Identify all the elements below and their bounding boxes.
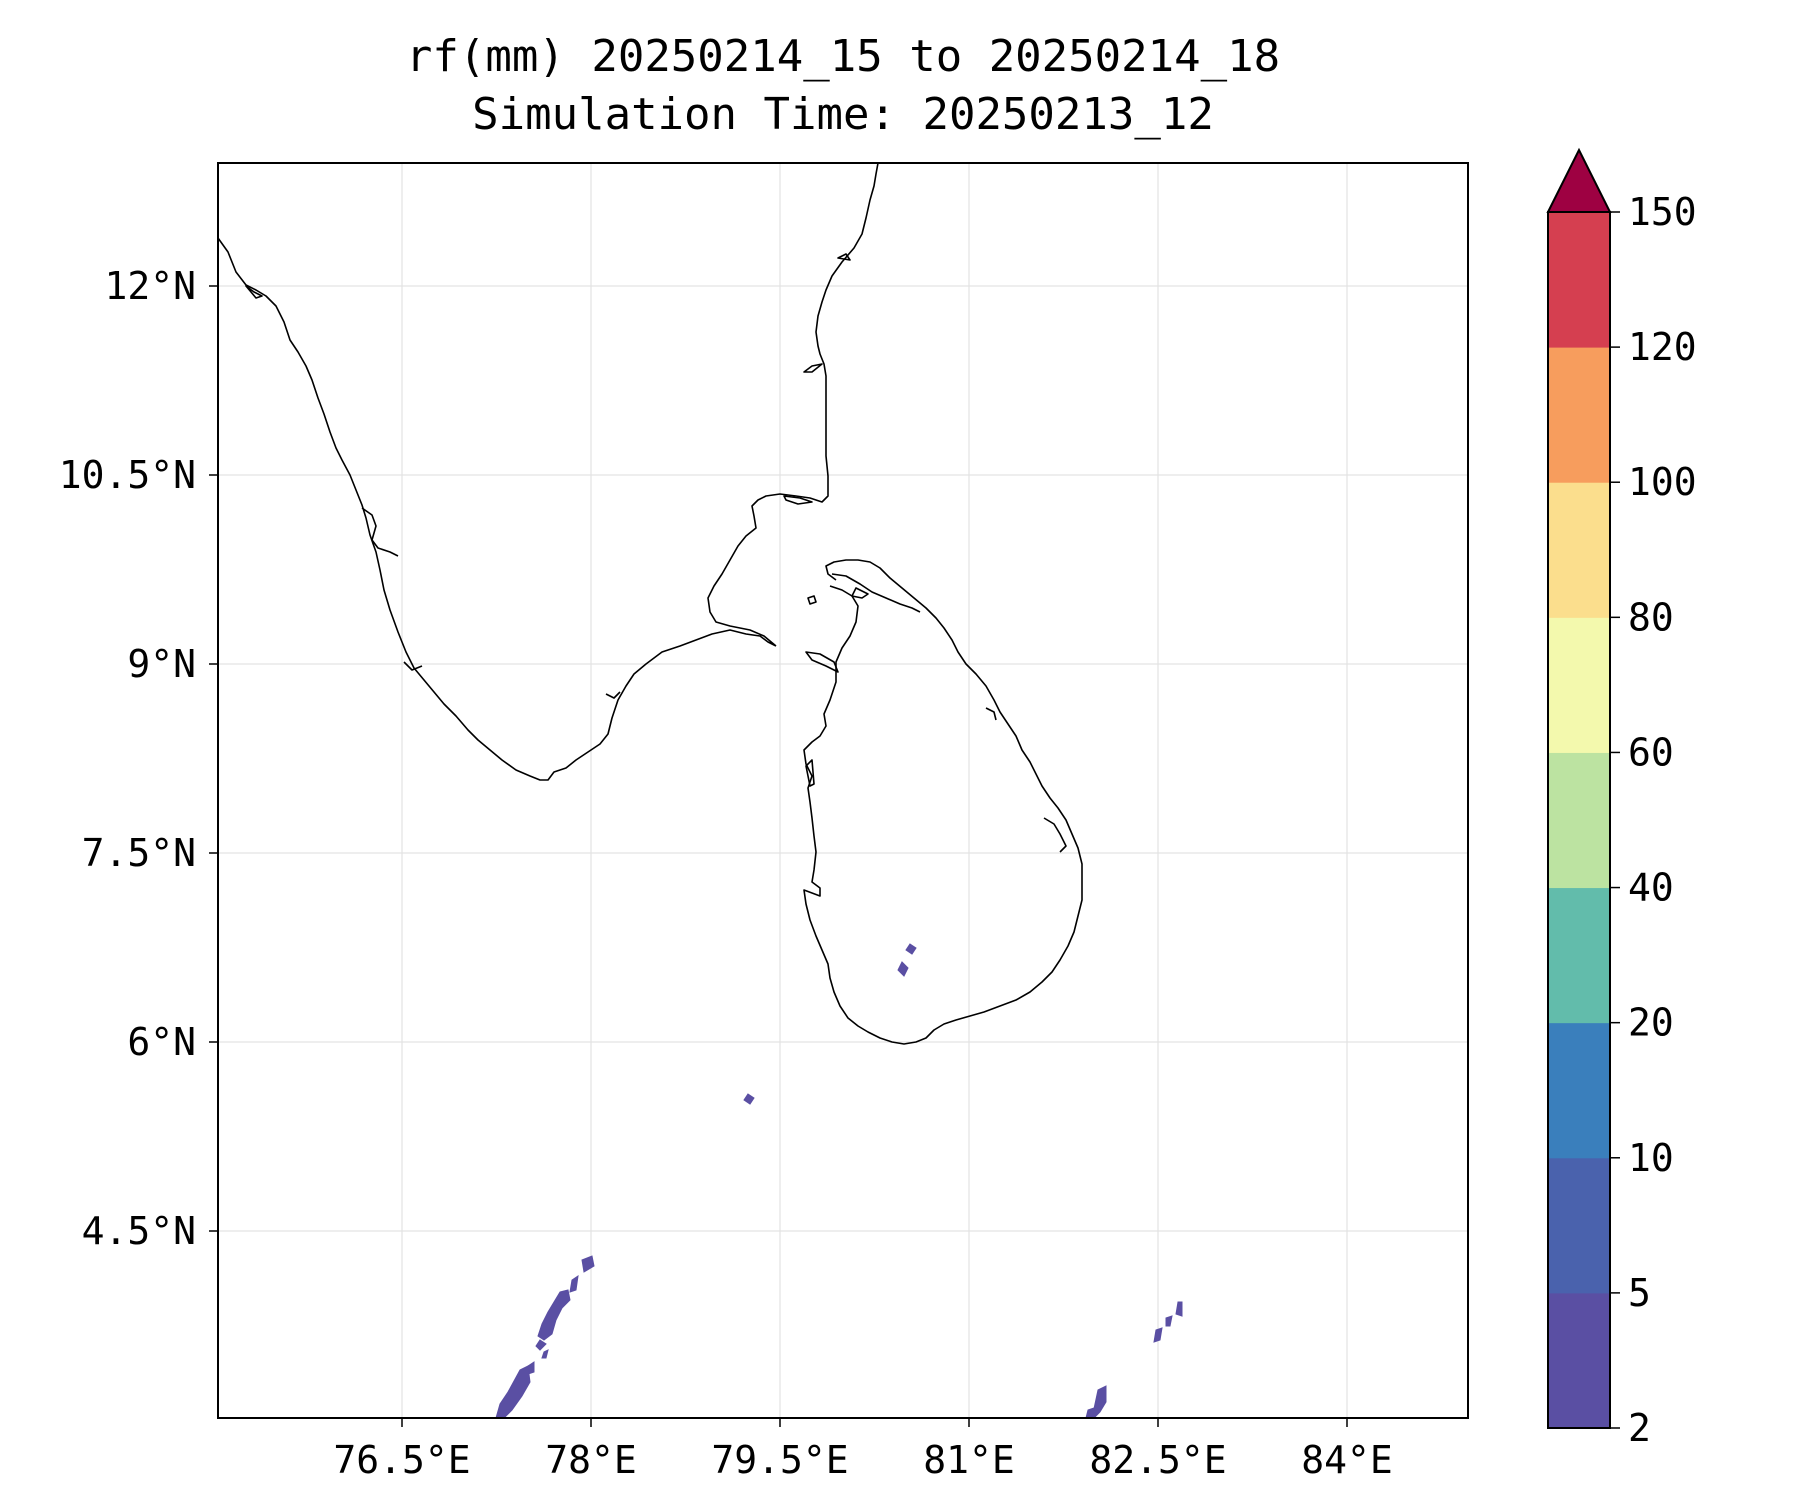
island-outline	[851, 587, 869, 599]
lat-label: 12°N	[104, 264, 196, 308]
colorbar-level-label: 10	[1628, 1136, 1674, 1180]
lat-label: 4.5°N	[82, 1209, 196, 1253]
jaffna-lagoon-coastline	[831, 573, 921, 613]
island-outline	[783, 495, 813, 505]
lon-label: 84°E	[1301, 1438, 1393, 1482]
colorbar-level-label: 80	[1628, 595, 1674, 639]
colorbar: 2 5 10 20 40 60 80 100 120 150	[1546, 147, 1697, 1450]
colorbar-segment	[1548, 1022, 1610, 1159]
rain-patch	[897, 961, 909, 977]
lat-label: 9°N	[127, 642, 196, 686]
colorbar-segment	[1548, 617, 1610, 753]
rain-patch	[495, 1365, 531, 1419]
colorbar-segment	[1548, 887, 1610, 1024]
batticaloa-lagoon-coastline	[1043, 817, 1067, 853]
island-outline	[803, 363, 823, 373]
colorbar-segment	[1548, 1292, 1610, 1429]
rain-patch	[905, 943, 917, 955]
rain-patch	[1153, 1327, 1163, 1343]
colorbar-segment	[1548, 212, 1610, 348]
kerala-lagoon-coastline	[361, 507, 399, 557]
sri-lanka-coastline	[803, 559, 1083, 1045]
india-coastline	[217, 162, 879, 781]
colorbar-segment	[1548, 482, 1610, 618]
colorbar-level-label: 120	[1628, 325, 1697, 369]
rain-patch	[569, 1274, 579, 1293]
colorbar-level-label: 100	[1628, 460, 1697, 504]
colorbar-level-label: 150	[1628, 190, 1697, 234]
rain-patch	[581, 1255, 595, 1273]
colorbar-frame	[1547, 211, 1611, 1429]
coast-inlet	[605, 691, 621, 699]
colorbar-segment	[1548, 347, 1610, 483]
island-outline	[807, 595, 817, 605]
rainfall-patches	[495, 943, 1183, 1419]
lat-label: 7.5°N	[82, 831, 196, 875]
colorbar-segment	[1548, 1157, 1610, 1294]
island-outline	[245, 285, 263, 299]
rain-patch	[1085, 1407, 1095, 1419]
axis-ticks	[209, 285, 1348, 1427]
colorbar-segment	[1548, 752, 1610, 889]
rain-patch	[541, 1349, 549, 1359]
rain-patch	[1091, 1385, 1107, 1419]
colorbar-level-label: 20	[1628, 1001, 1674, 1045]
island-outline	[805, 651, 839, 673]
lon-label: 79.5°E	[711, 1438, 848, 1482]
lon-label: 76.5°E	[333, 1438, 470, 1482]
lat-label: 6°N	[127, 1020, 196, 1064]
lon-label: 82.5°E	[1089, 1438, 1226, 1482]
island-outline	[837, 253, 851, 261]
lat-label: 10.5°N	[59, 453, 196, 497]
lon-label: 81°E	[923, 1438, 1015, 1482]
colorbar-level-label: 2	[1628, 1406, 1651, 1450]
title-line-2: Simulation Time: 20250213_12	[472, 89, 1214, 140]
colorbar-extend-arrow	[1546, 147, 1612, 213]
colorbar-level-label: 40	[1628, 866, 1674, 910]
rain-patch	[1165, 1315, 1173, 1327]
title-line-1: rf(mm) 20250214_15 to 20250214_18	[405, 31, 1281, 82]
lon-label: 78°E	[545, 1438, 637, 1482]
rain-patch	[537, 1289, 571, 1341]
rain-patch	[743, 1093, 755, 1105]
rain-patch	[535, 1339, 547, 1351]
gridlines	[218, 163, 1468, 1418]
rain-patch	[1175, 1301, 1183, 1317]
colorbar-level-label: 5	[1628, 1271, 1651, 1315]
trinco-coastline-detail	[985, 707, 997, 721]
colorbar-level-label: 60	[1628, 730, 1674, 774]
map-title: rf(mm) 20250214_15 to 20250214_18 Simula…	[218, 28, 1468, 144]
map-frame	[217, 162, 1469, 1419]
coast-inlet	[403, 661, 423, 671]
puttalam-lagoon-coastline	[805, 759, 815, 787]
